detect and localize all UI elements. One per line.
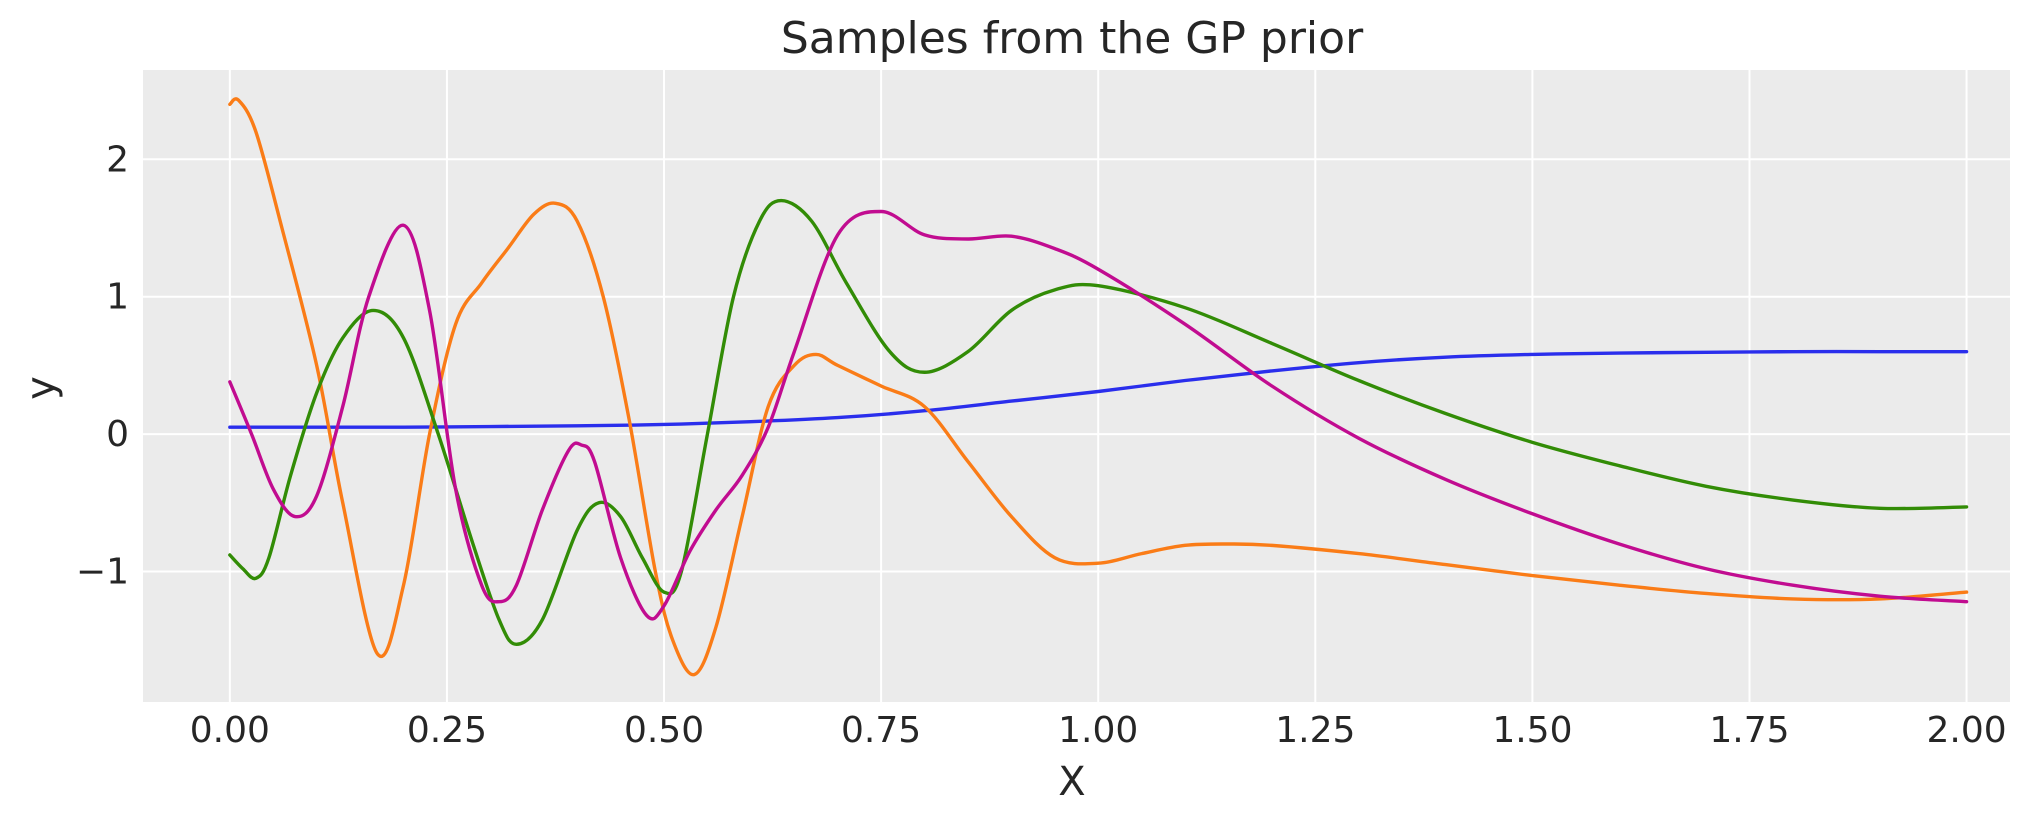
y-tick-label: 0 <box>106 414 129 455</box>
x-axis-ticks: 0.00 0.25 0.50 0.75 1.00 1.25 1.50 1.75 2.00 <box>190 710 2007 751</box>
series-line-sample-orange <box>228 97 1969 677</box>
x-tick-label: 0.25 <box>407 710 487 751</box>
series-line-sample-blue <box>228 349 1969 429</box>
x-tick-label: 0.75 <box>841 710 921 751</box>
series-group <box>228 97 1969 677</box>
plot-area <box>143 70 2010 702</box>
series-line-sample-green <box>228 198 1969 646</box>
chart-title: Samples from the GP prior <box>781 13 1364 64</box>
grid-lines <box>143 70 2010 702</box>
x-tick-label: 1.50 <box>1492 710 1572 751</box>
x-tick-label: 2.00 <box>1927 710 2007 751</box>
x-tick-label: 1.25 <box>1275 710 1355 751</box>
x-tick-label: 1.00 <box>1058 710 1138 751</box>
y-tick-label: 2 <box>106 139 129 180</box>
y-tick-label: 1 <box>106 277 129 318</box>
y-axis-label: y <box>18 376 64 400</box>
y-tick-label: −1 <box>76 551 129 592</box>
x-tick-label: 0.00 <box>190 710 270 751</box>
series-line-sample-magenta <box>228 209 1969 621</box>
x-axis-label: X <box>1058 759 1085 805</box>
y-axis-ticks: −1 0 1 2 <box>76 139 129 592</box>
x-tick-label: 1.75 <box>1709 710 1789 751</box>
x-tick-label: 0.50 <box>624 710 704 751</box>
